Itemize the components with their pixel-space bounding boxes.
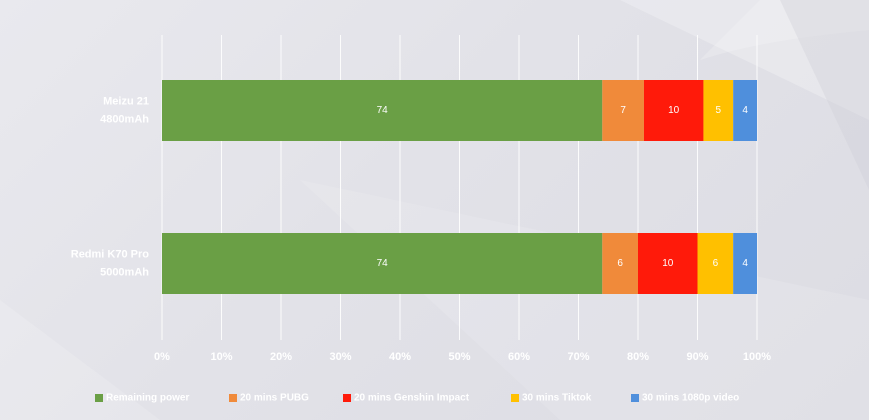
- legend-item: 20 mins PUBG: [229, 393, 309, 404]
- legend: Remaining power 20 mins PUBG 20 mins Gensh…: [95, 393, 739, 404]
- bar-segment: [697, 233, 734, 294]
- x-tick-label: 30%: [329, 351, 351, 363]
- x-tick-label: 60%: [508, 351, 530, 363]
- legend-item: 30 mins Tiktok: [511, 393, 592, 404]
- x-tick-label: 20%: [270, 351, 292, 363]
- data-label: 74: [377, 105, 389, 116]
- legend-label: 20 mins PUBG: [240, 393, 309, 404]
- x-tick-label: 90%: [686, 351, 708, 363]
- bar-segment: [733, 80, 757, 141]
- data-label: 4: [742, 258, 748, 269]
- legend-label: Remaining power: [106, 393, 189, 404]
- bar-segment: [162, 233, 603, 294]
- x-tick-label: 0%: [154, 351, 170, 363]
- data-label: 74: [377, 258, 389, 269]
- legend-label: 30 mins 1080p video: [642, 393, 739, 404]
- data-label: 10: [668, 105, 680, 116]
- x-tick-label: 50%: [448, 351, 470, 363]
- x-axis-ticks: 0% 10% 20% 30% 40% 50% 60% 70% 80% 90% 100%: [154, 351, 771, 363]
- x-tick-label: 40%: [389, 351, 411, 363]
- category-labels: Meizu 21 4800mAh Redmi K70 Pro 5000mAh: [71, 95, 150, 278]
- bar-segment: [602, 233, 638, 294]
- data-label: 7: [620, 105, 626, 116]
- bar-segment: [602, 80, 644, 141]
- data-label: 6: [713, 258, 719, 269]
- legend-label: 30 mins Tiktok: [522, 393, 592, 404]
- x-tick-label: 80%: [627, 351, 649, 363]
- data-label: 6: [617, 258, 623, 269]
- category-label: Meizu 21: [103, 95, 149, 107]
- legend-label: 20 mins Genshin Impact: [354, 393, 470, 404]
- legend-item: Remaining power: [95, 393, 189, 404]
- data-label: 10: [662, 258, 674, 269]
- data-label: 4: [742, 105, 748, 116]
- data-label: 5: [716, 105, 722, 116]
- legend-item: 20 mins Genshin Impact: [343, 393, 470, 404]
- category-label: Redmi K70 Pro: [71, 248, 150, 260]
- legend-swatch: [229, 394, 237, 402]
- legend-swatch: [631, 394, 639, 402]
- legend-item: 30 mins 1080p video: [631, 393, 739, 404]
- bar-segment: [703, 80, 734, 141]
- bar-segment: [643, 80, 704, 141]
- bar-segment: [162, 80, 603, 141]
- category-label: 5000mAh: [100, 266, 149, 278]
- bar-segment: [638, 233, 698, 294]
- category-label: 4800mAh: [100, 113, 149, 125]
- bar-segment: [733, 233, 757, 294]
- legend-swatch: [511, 394, 519, 402]
- legend-swatch: [95, 394, 103, 402]
- x-tick-label: 10%: [210, 351, 232, 363]
- legend-swatch: [343, 394, 351, 402]
- bars: 74 7 10 5 4 74 6 10 6 4: [162, 80, 757, 294]
- x-tick-label: 100%: [743, 351, 771, 363]
- x-tick-label: 70%: [567, 351, 589, 363]
